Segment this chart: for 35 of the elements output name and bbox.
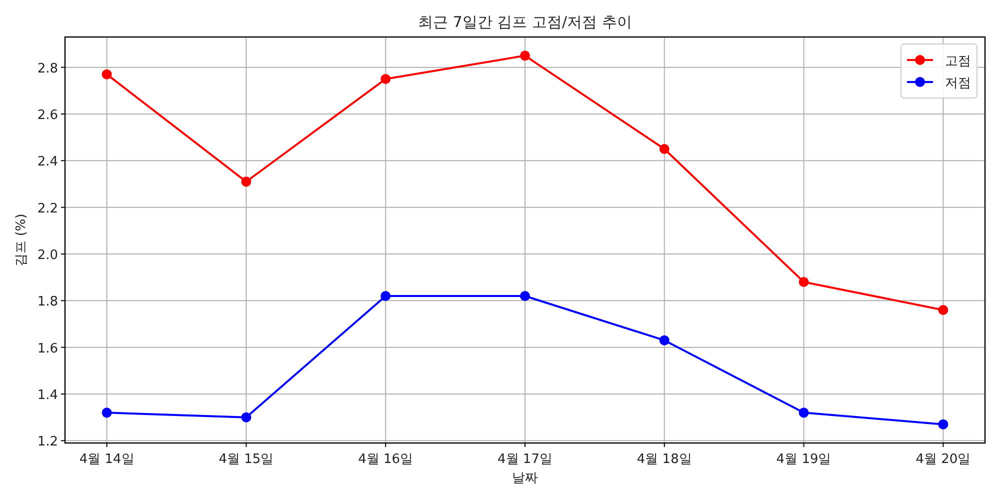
point bbox=[520, 291, 530, 301]
y-tick-label: 1.2 bbox=[37, 434, 58, 450]
x-axis-title: 날짜 bbox=[512, 471, 538, 486]
point bbox=[380, 291, 391, 301]
point bbox=[241, 412, 252, 422]
y-tick-label: 2.2 bbox=[37, 201, 58, 216]
point bbox=[798, 408, 809, 418]
chart-title: 최근 7일간 김프 고점/저점 추이 bbox=[418, 13, 632, 31]
point bbox=[798, 277, 809, 287]
x-tick-label: 4월 20일 bbox=[916, 452, 971, 467]
y-tick-label: 2.0 bbox=[37, 248, 58, 263]
y-axis-title: 김프 (%) bbox=[14, 214, 29, 266]
y-tick-label: 2.4 bbox=[37, 154, 58, 170]
y-tick-label: 1.4 bbox=[37, 388, 58, 403]
point bbox=[659, 144, 670, 154]
point bbox=[938, 305, 948, 315]
point bbox=[520, 50, 530, 61]
y-tick-label: 1.6 bbox=[37, 341, 58, 356]
x-tick-label: 4월 14일 bbox=[79, 452, 134, 467]
y-tick-label: 2.6 bbox=[37, 108, 58, 123]
point bbox=[938, 419, 948, 430]
x-tick-label: 4월 16일 bbox=[358, 452, 414, 467]
legend-label: 고점 bbox=[945, 54, 971, 69]
x-tick-label: 4월 15일 bbox=[218, 452, 274, 467]
y-tick-label: 2.8 bbox=[37, 61, 58, 76]
point bbox=[102, 69, 112, 80]
legend-label: 저점 bbox=[945, 76, 971, 91]
x-tick-label: 4월 18일 bbox=[636, 452, 692, 467]
point bbox=[102, 408, 112, 418]
point bbox=[241, 176, 252, 187]
x-tick-label: 4월 19일 bbox=[776, 452, 832, 467]
point bbox=[659, 335, 670, 346]
x-tick-label: 4월 17일 bbox=[498, 452, 552, 467]
y-tick-label: 1.8 bbox=[37, 294, 58, 310]
point bbox=[380, 74, 391, 84]
